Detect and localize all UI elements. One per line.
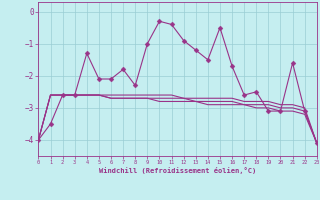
X-axis label: Windchill (Refroidissement éolien,°C): Windchill (Refroidissement éolien,°C): [99, 167, 256, 174]
